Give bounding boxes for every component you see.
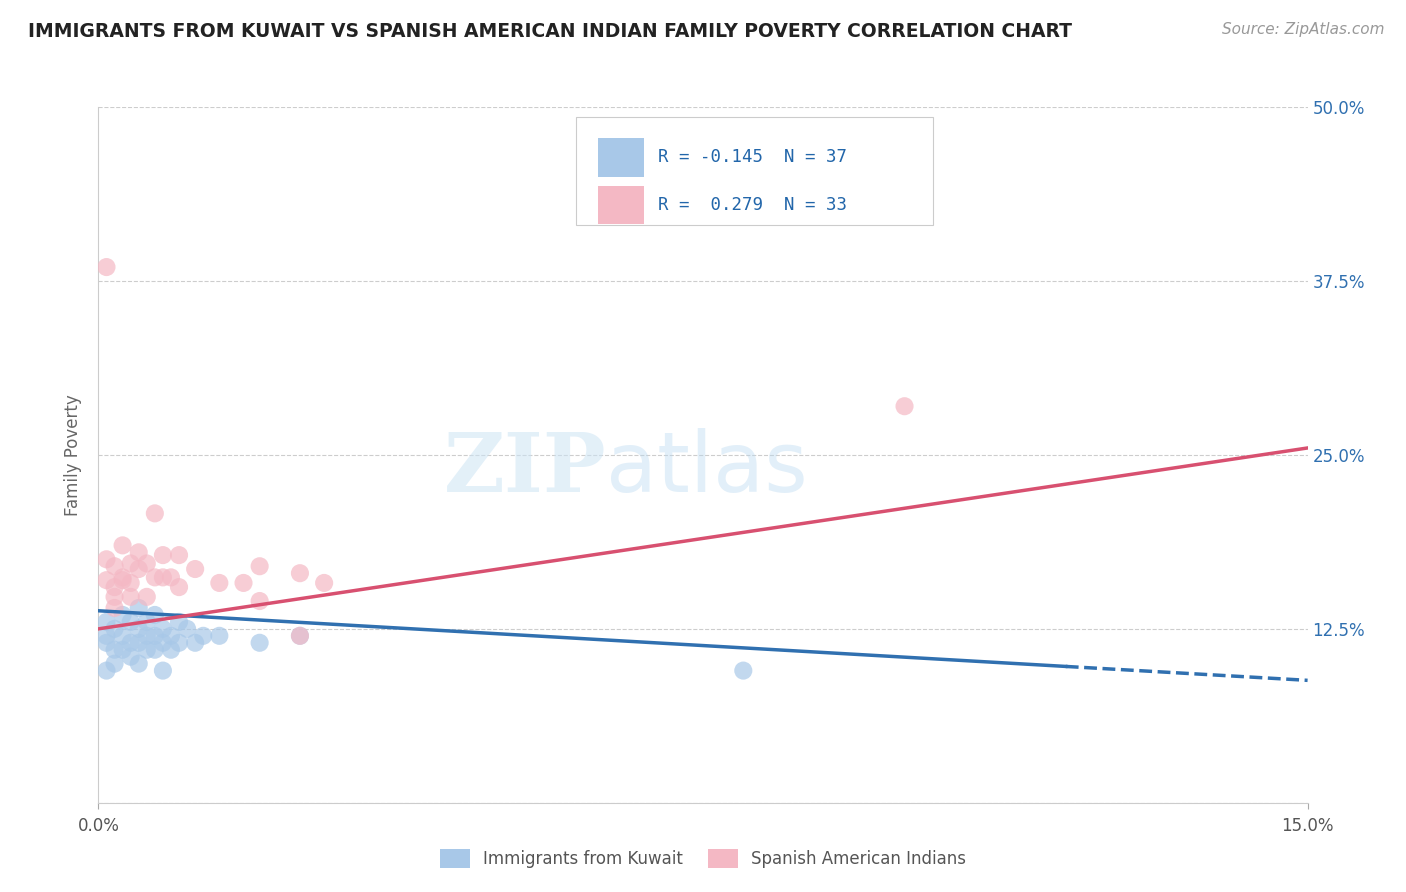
Point (103, 590, 125, 604)
Point (232, 576, 254, 591)
Point (176, 622, 198, 636)
Point (128, 636, 150, 650)
Point (96, 636, 118, 650)
Point (184, 636, 207, 650)
Point (208, 576, 231, 591)
Point (128, 601, 150, 615)
Point (135, 590, 157, 604)
Point (96, 573, 118, 587)
Point (143, 629, 166, 643)
Point (120, 649, 142, 664)
Point (249, 636, 271, 650)
Text: R =  0.279  N = 33: R = 0.279 N = 33 (658, 196, 848, 214)
Point (103, 559, 125, 574)
Point (120, 557, 142, 571)
Point (120, 576, 142, 591)
Point (288, 566, 311, 581)
Point (111, 573, 134, 587)
Text: R = -0.145  N = 37: R = -0.145 N = 37 (658, 148, 848, 167)
Legend: Immigrants from Kuwait, Spanish American Indians: Immigrants from Kuwait, Spanish American… (433, 842, 973, 875)
Point (120, 615, 142, 629)
Point (135, 615, 157, 629)
Point (733, 664, 755, 678)
Point (152, 636, 174, 650)
FancyBboxPatch shape (576, 118, 932, 226)
Point (103, 642, 125, 657)
Point (314, 576, 336, 591)
Point (249, 594, 271, 608)
Point (111, 538, 134, 552)
Point (143, 607, 166, 622)
Point (96, 664, 118, 678)
FancyBboxPatch shape (598, 138, 644, 177)
Point (249, 559, 271, 574)
Point (143, 642, 166, 657)
Point (152, 548, 174, 562)
Point (96, 260, 118, 274)
Point (120, 636, 142, 650)
Point (288, 629, 311, 643)
Point (103, 580, 125, 594)
Point (288, 629, 311, 643)
Point (152, 570, 174, 584)
Point (160, 570, 183, 584)
Text: IMMIGRANTS FROM KUWAIT VS SPANISH AMERICAN INDIAN FAMILY POVERTY CORRELATION CHA: IMMIGRANTS FROM KUWAIT VS SPANISH AMERIC… (28, 22, 1073, 41)
Point (111, 629, 134, 643)
Point (128, 545, 150, 559)
Point (128, 657, 150, 671)
Point (103, 601, 125, 615)
Point (143, 570, 166, 584)
Point (167, 580, 190, 594)
Point (135, 557, 157, 571)
Point (160, 629, 183, 643)
Point (193, 629, 215, 643)
Point (152, 664, 174, 678)
Point (152, 622, 174, 636)
Point (111, 570, 134, 584)
Point (135, 629, 157, 643)
Point (167, 548, 190, 562)
Text: Source: ZipAtlas.com: Source: ZipAtlas.com (1222, 22, 1385, 37)
Point (103, 657, 125, 671)
Point (167, 615, 190, 629)
Point (128, 562, 150, 576)
Y-axis label: Family Poverty: Family Poverty (65, 394, 83, 516)
Point (143, 507, 166, 521)
Point (120, 590, 142, 604)
Point (160, 642, 183, 657)
Point (111, 607, 134, 622)
Point (111, 642, 134, 657)
Point (103, 622, 125, 636)
Text: ZIP: ZIP (444, 429, 606, 508)
Point (96, 615, 118, 629)
Point (128, 622, 150, 636)
Point (184, 562, 207, 576)
Point (135, 642, 157, 657)
Point (893, 399, 915, 413)
Point (96, 629, 118, 643)
Point (167, 636, 190, 650)
FancyBboxPatch shape (598, 186, 644, 224)
Point (96, 552, 118, 566)
Point (208, 629, 231, 643)
Text: atlas: atlas (606, 428, 808, 509)
